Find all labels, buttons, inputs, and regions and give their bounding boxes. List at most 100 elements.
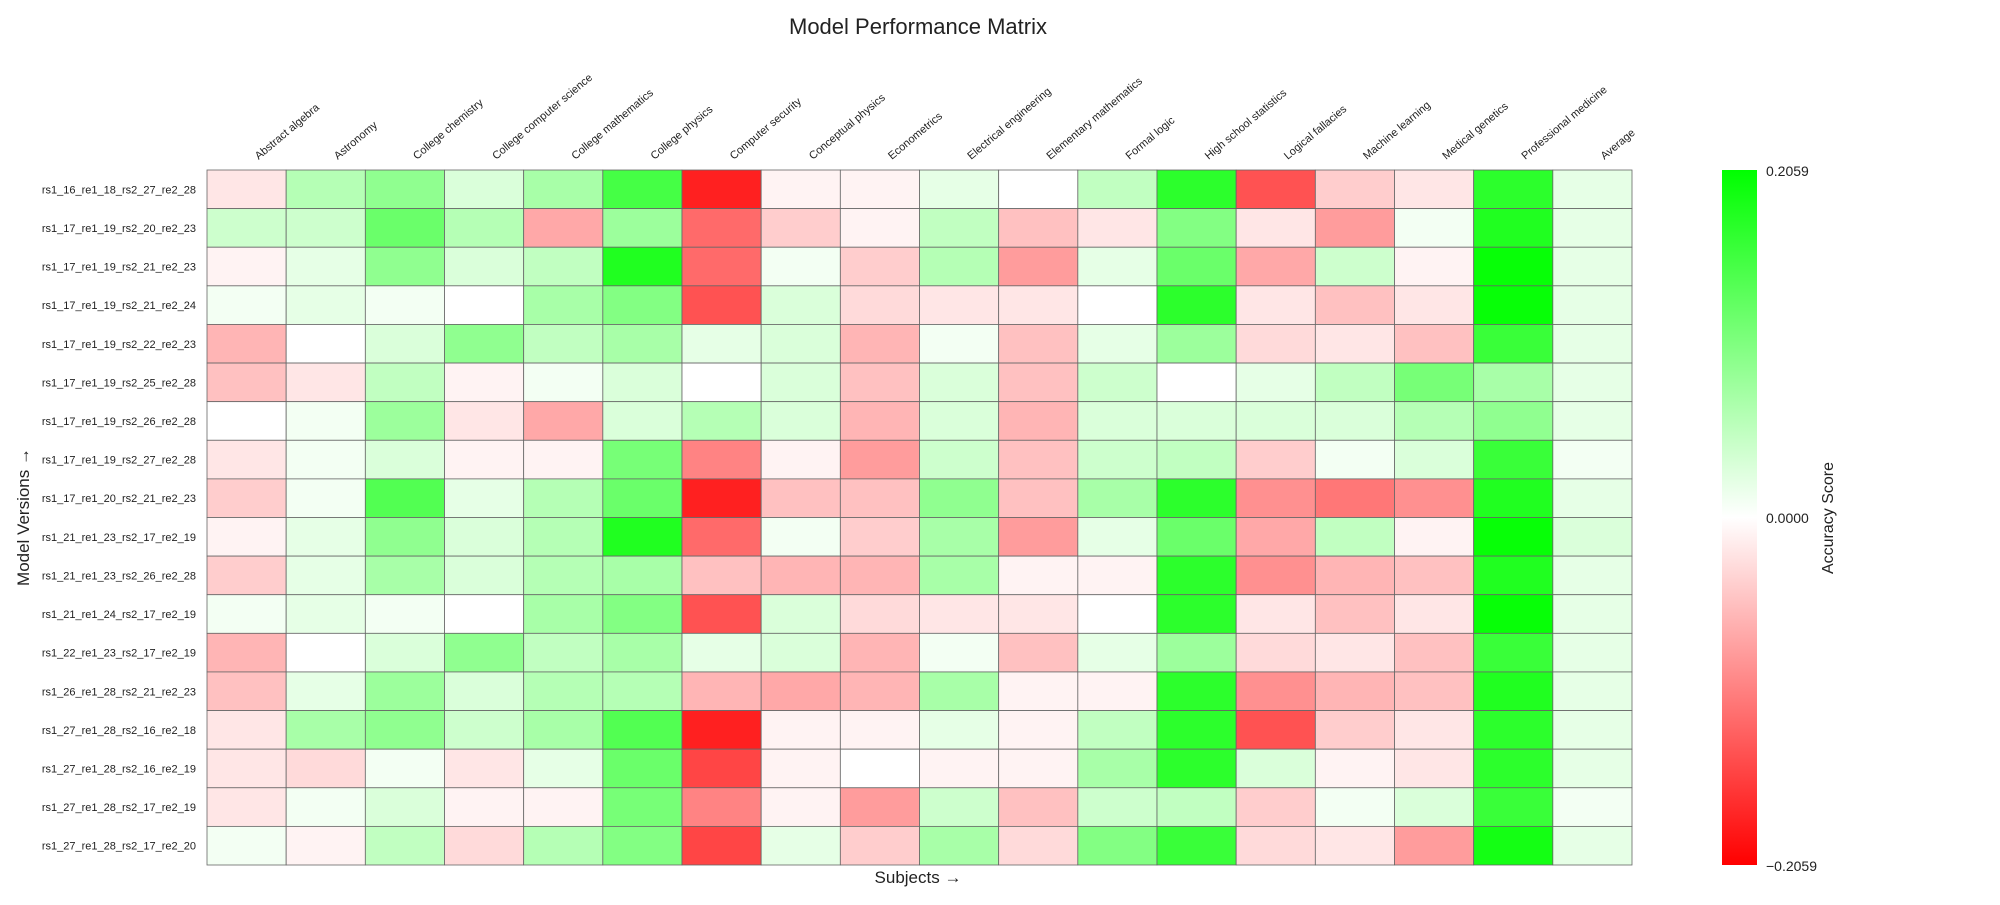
heatmap-cell (444, 787, 525, 827)
heatmap-cell (998, 439, 1079, 480)
heatmap-cell (760, 825, 841, 866)
heatmap-cell (919, 555, 1000, 596)
heatmap-cell (998, 787, 1079, 827)
heatmap-cell (1473, 362, 1554, 403)
heatmap-cell (1156, 439, 1237, 480)
colorbar-tick-mid: 0.0000 (1766, 510, 1809, 526)
heatmap-cell (1235, 208, 1316, 248)
heatmap-cell (1077, 246, 1158, 287)
column-label: College chemistry (411, 97, 486, 163)
heatmap-cell (919, 246, 1000, 287)
column-label: Medical genetics (1440, 100, 1511, 162)
heatmap-cell (285, 555, 366, 596)
column-label: Electrical engineering (965, 86, 1053, 163)
heatmap-cell (1314, 748, 1395, 789)
heatmap-cell (444, 208, 525, 248)
heatmap-cell (523, 169, 604, 210)
heatmap-cell (1314, 285, 1395, 325)
heatmap-cell (602, 517, 683, 557)
heatmap-cell (444, 555, 525, 596)
heatmap-cell (1314, 169, 1395, 210)
heatmap-cell (1235, 594, 1316, 634)
heatmap-cell (206, 825, 287, 866)
row-label: rs1_17_re1_19_rs2_21_re2_24 (42, 300, 196, 312)
heatmap-cell (1077, 594, 1158, 634)
heatmap-cell (602, 748, 683, 789)
heatmap-cell (681, 671, 762, 711)
heatmap-cell (444, 246, 525, 287)
heatmap-cell (1156, 246, 1237, 287)
heatmap-cell (1077, 401, 1158, 441)
heatmap-cell (523, 208, 604, 248)
heatmap-cell (1473, 671, 1554, 711)
heatmap-cell (919, 208, 1000, 248)
heatmap-cell (523, 825, 604, 866)
heatmap-cell (1552, 555, 1633, 596)
heatmap-cell (1394, 439, 1475, 480)
heatmap-cell (839, 748, 920, 789)
heatmap-cell (839, 246, 920, 287)
heatmap-cell (444, 710, 525, 750)
colorbar-tick-max: 0.2059 (1766, 163, 1809, 179)
heatmap-cell (364, 632, 445, 673)
heatmap-cell (1077, 208, 1158, 248)
heatmap-cell (839, 555, 920, 596)
heatmap-cell (364, 285, 445, 325)
heatmap-cell (523, 748, 604, 789)
heatmap-cell (760, 594, 841, 634)
heatmap-cell (1552, 208, 1633, 248)
heatmap-cell (602, 439, 683, 480)
heatmap-cell (1552, 748, 1633, 789)
heatmap-cell (1394, 324, 1475, 364)
heatmap-cell (919, 748, 1000, 789)
heatmap-cell (1077, 169, 1158, 210)
heatmap-cell (1314, 787, 1395, 827)
heatmap-cell (444, 169, 525, 210)
heatmap-cell (1235, 632, 1316, 673)
heatmap-cell (523, 246, 604, 287)
column-label: Astronomy (332, 119, 380, 162)
heatmap-cell (1235, 169, 1316, 210)
heatmap-cell (839, 208, 920, 248)
heatmap-cell (602, 478, 683, 518)
heatmap-cell (998, 246, 1079, 287)
heatmap-cell (1156, 324, 1237, 364)
column-label: College physics (649, 103, 716, 162)
heatmap-cell (1077, 517, 1158, 557)
heatmap-cell (919, 478, 1000, 518)
heatmap-cell (681, 478, 762, 518)
heatmap-cell (1552, 825, 1633, 866)
heatmap-cell (998, 825, 1079, 866)
heatmap-cell (681, 246, 762, 287)
heatmap-cell (1314, 632, 1395, 673)
heatmap-cell (1473, 401, 1554, 441)
heatmap-cell (1314, 710, 1395, 750)
heatmap-cell (839, 478, 920, 518)
heatmap-cell (1394, 478, 1475, 518)
heatmap-cell (444, 632, 525, 673)
heatmap-cell (364, 324, 445, 364)
heatmap-cell (364, 825, 445, 866)
heatmap-cell (839, 401, 920, 441)
heatmap-cell (444, 517, 525, 557)
heatmap-cell (1235, 517, 1316, 557)
heatmap-cell (1394, 362, 1475, 403)
heatmap-cell (760, 787, 841, 827)
row-label: rs1_22_re1_23_rs2_17_re2_19 (42, 648, 196, 660)
heatmap-cell (1156, 401, 1237, 441)
heatmap-cell (1235, 401, 1316, 441)
heatmap-cell (681, 362, 762, 403)
heatmap-cell (919, 439, 1000, 480)
heatmap-cell (523, 362, 604, 403)
heatmap-cell (364, 748, 445, 789)
heatmap-cell (1314, 362, 1395, 403)
heatmap-cell (1235, 748, 1316, 789)
heatmap-cell (1314, 246, 1395, 287)
y-axis-label: Model Versions → (14, 448, 33, 586)
heatmap-cell (1314, 825, 1395, 866)
heatmap-cell (1473, 478, 1554, 518)
heatmap-cell (206, 439, 287, 480)
heatmap-cell (285, 169, 366, 210)
heatmap-cell (1077, 825, 1158, 866)
